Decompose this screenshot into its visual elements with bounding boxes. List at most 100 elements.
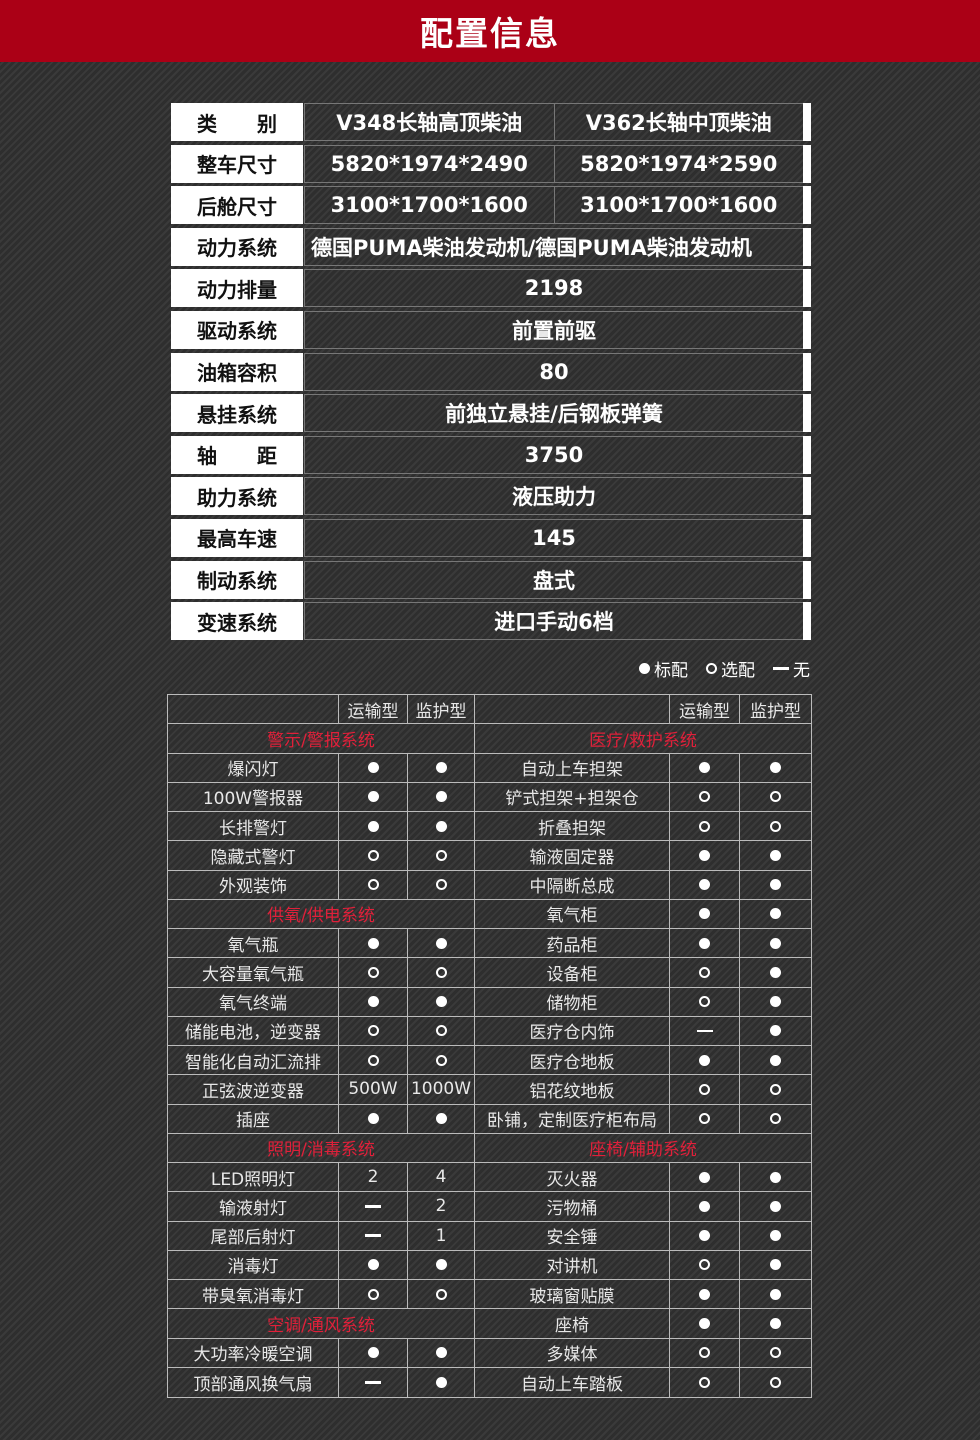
filled-dot-icon xyxy=(367,996,379,1008)
section-title: 供氧/供电系统 xyxy=(168,899,475,928)
filled-dot-icon xyxy=(770,1054,781,1066)
option-value-text: 1000W xyxy=(410,1079,472,1100)
spec-edge xyxy=(803,186,811,225)
option-name: 污物桶 xyxy=(475,1192,670,1221)
option-value xyxy=(339,1338,408,1367)
option-value xyxy=(670,1367,740,1397)
spec-row: 最高车速 145 xyxy=(171,518,811,557)
option-value xyxy=(339,1221,408,1250)
open-circle-icon xyxy=(435,1054,447,1066)
open-circle-icon xyxy=(367,879,379,891)
option-row: 灭火器 xyxy=(475,1163,812,1193)
option-row: 医疗仓内饰 xyxy=(475,1016,812,1046)
option-name: 储能电池，逆变器 xyxy=(168,1016,339,1045)
page-header: 配置信息 xyxy=(0,0,980,62)
option-value xyxy=(339,753,408,782)
spec-value: 2198 xyxy=(524,276,584,301)
filled-dot-icon xyxy=(770,1317,781,1329)
option-value xyxy=(670,753,740,782)
option-value xyxy=(408,841,475,870)
filled-dot-icon xyxy=(770,1171,781,1183)
option-row: 顶部通风换气扇 xyxy=(168,1367,475,1397)
filled-dot-icon xyxy=(699,1288,710,1300)
option-value-text: 4 xyxy=(435,1167,447,1188)
spec-values: 2198 xyxy=(304,269,803,308)
option-name: 智能化自动汇流排 xyxy=(168,1046,339,1075)
filled-dot-icon xyxy=(367,937,379,949)
option-value xyxy=(670,1250,740,1279)
option-value xyxy=(740,1016,812,1045)
filled-dot-icon xyxy=(367,791,379,803)
filled-dot-icon xyxy=(770,996,781,1008)
option-row: 设备柜 xyxy=(475,958,812,988)
option-name: 外观装饰 xyxy=(168,870,339,899)
legend-optional-label: 选配 xyxy=(721,661,755,681)
spec-label: 后舱尺寸 xyxy=(171,186,303,225)
filled-dot-icon xyxy=(699,879,710,891)
spec-edge xyxy=(803,352,811,391)
option-name: 带臭氧消毒灯 xyxy=(168,1280,339,1309)
option-row: LED照明灯 2 4 xyxy=(168,1163,475,1193)
open-circle-icon xyxy=(770,820,781,832)
option-value xyxy=(670,1163,740,1192)
filled-dot-icon xyxy=(435,1347,447,1359)
filled-dot-icon xyxy=(699,1054,710,1066)
spec-row: 制动系统 盘式 xyxy=(171,560,811,599)
option-value xyxy=(339,958,408,987)
spec-label: 轴 距 xyxy=(171,435,303,474)
option-row: 爆闪灯 xyxy=(168,753,475,783)
spec-values: 3750 xyxy=(304,435,803,474)
option-value xyxy=(670,1075,740,1104)
option-name: 设备柜 xyxy=(475,958,670,987)
option-name: 顶部通风换气扇 xyxy=(168,1367,339,1397)
option-name: 自动上车踏板 xyxy=(475,1367,670,1397)
spec-value: 德国PUMA柴油发动机/德国PUMA柴油发动机 xyxy=(311,235,752,260)
spec-values: 进口手动6档 xyxy=(304,602,803,641)
spec-edge xyxy=(803,227,811,266)
filled-dot-icon xyxy=(699,762,710,774)
option-row: 外观装饰 xyxy=(168,870,475,900)
spec-value: 5820*1974*2590 xyxy=(553,145,804,182)
option-value xyxy=(670,929,740,958)
open-circle-icon xyxy=(770,1376,781,1388)
option-value xyxy=(408,1338,475,1367)
option-value xyxy=(740,782,812,811)
option-name: 折叠担架 xyxy=(475,812,670,841)
dash-icon xyxy=(696,1029,713,1033)
option-name: 输液固定器 xyxy=(475,841,670,870)
spec-label: 制动系统 xyxy=(171,560,303,599)
spec-value: 145 xyxy=(532,525,576,550)
filled-dot-icon xyxy=(367,1347,379,1359)
filled-dot-icon xyxy=(435,1376,447,1388)
spec-values: 3100*1700*1600 3100*1700*1600 xyxy=(304,186,803,225)
open-circle-icon xyxy=(435,879,447,891)
option-name: 爆闪灯 xyxy=(168,753,339,782)
option-value xyxy=(339,870,408,899)
option-name: 隐藏式警灯 xyxy=(168,841,339,870)
section-title: 医疗/救护系统 xyxy=(475,724,812,753)
filled-dot-icon xyxy=(770,879,781,891)
option-value xyxy=(740,929,812,958)
header-blank xyxy=(475,695,670,724)
open-circle-icon xyxy=(367,966,379,978)
option-value xyxy=(339,812,408,841)
option-row: 药品柜 xyxy=(475,929,812,959)
option-value: 2 xyxy=(408,1192,475,1221)
spec-row: 助力系统 液压助力 xyxy=(171,477,811,516)
open-circle-icon xyxy=(367,849,379,861)
spec-value: V348长轴高顶柴油 xyxy=(336,111,523,135)
options-header-row: 运输型 监护型 xyxy=(475,695,812,725)
option-value xyxy=(408,987,475,1016)
spec-label: 悬挂系统 xyxy=(171,394,303,433)
option-value xyxy=(740,1280,812,1309)
option-value-text: 500W xyxy=(348,1079,398,1100)
option-value xyxy=(339,1016,408,1045)
option-value xyxy=(339,1104,408,1133)
option-value xyxy=(339,782,408,811)
spec-row: 动力系统 德国PUMA柴油发动机/德国PUMA柴油发动机 xyxy=(171,227,811,266)
option-value xyxy=(670,1046,740,1075)
open-circle-icon xyxy=(367,1288,379,1300)
option-row: 插座 xyxy=(168,1104,475,1134)
option-row: 储物柜 xyxy=(475,987,812,1017)
option-value xyxy=(339,1250,408,1279)
